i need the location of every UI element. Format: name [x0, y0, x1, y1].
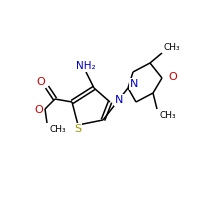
- Text: N: N: [115, 95, 123, 105]
- Text: S: S: [74, 124, 82, 134]
- Text: O: O: [34, 105, 43, 115]
- Text: CH₃: CH₃: [164, 44, 181, 52]
- Text: NH₂: NH₂: [76, 61, 96, 71]
- Text: N: N: [130, 79, 138, 89]
- Text: CH₃: CH₃: [49, 124, 66, 134]
- Text: O: O: [36, 77, 45, 87]
- Text: CH₃: CH₃: [159, 110, 176, 119]
- Text: O: O: [168, 72, 177, 82]
